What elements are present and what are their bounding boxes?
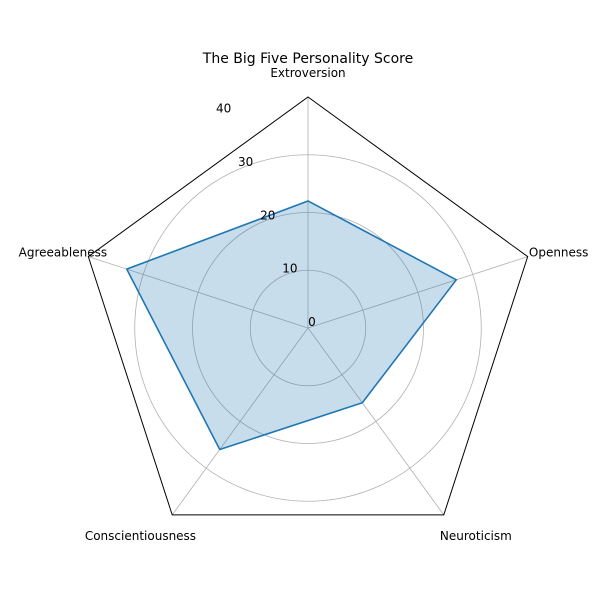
category-label: Conscientiousness — [85, 529, 196, 543]
chart-title: The Big Five Personality Score — [202, 51, 413, 67]
category-label: Extroversion — [270, 66, 345, 80]
axis-spoke — [88, 256, 309, 329]
radial-tick-label: 40 — [216, 102, 231, 116]
radial-tick-label: 20 — [260, 208, 275, 222]
radial-tick-label: 10 — [282, 262, 297, 276]
radial-tick-label: 30 — [238, 155, 253, 169]
axis-spoke — [307, 256, 528, 329]
category-label: Neuroticism — [440, 529, 512, 543]
outer-frame — [87, 96, 529, 516]
axis-spoke — [171, 327, 309, 516]
series-area — [126, 200, 457, 450]
series-line — [125, 200, 458, 451]
radial-tick-label: 0 — [308, 315, 316, 329]
category-label: Openness — [529, 245, 589, 259]
category-label: Agreeableness — [19, 245, 107, 259]
axis-spoke — [307, 327, 445, 516]
